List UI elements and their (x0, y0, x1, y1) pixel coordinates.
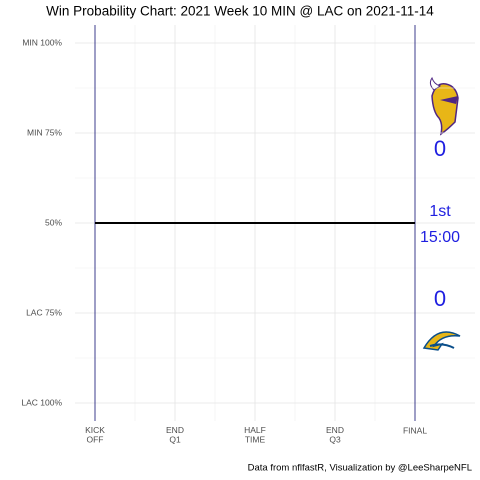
y-tick-label: MIN 75% (27, 127, 62, 137)
x-tick-label: HALF TIME (244, 425, 266, 444)
chart-title: Win Probability Chart: 2021 Week 10 MIN … (46, 4, 434, 19)
annotation: 0 (434, 286, 446, 311)
y-tick-label: MIN 100% (22, 37, 62, 47)
caption: Data from nflfastR, Visualization by @Le… (248, 463, 472, 474)
x-tick-label: KICK OFF (85, 425, 105, 444)
min-logo (429, 76, 459, 136)
x-tick-label: FINAL (403, 425, 427, 435)
y-tick-label: LAC 100% (21, 397, 62, 407)
annotation: 15:00 (420, 229, 460, 246)
y-tick-label: 50% (45, 217, 62, 227)
x-tick-label: END Q3 (326, 425, 344, 444)
annotation: 1st (429, 203, 451, 220)
lac-logo (422, 331, 461, 351)
x-tick-label: END Q1 (166, 425, 184, 444)
y-tick-label: LAC 75% (26, 307, 62, 317)
annotation: 0 (434, 136, 446, 161)
